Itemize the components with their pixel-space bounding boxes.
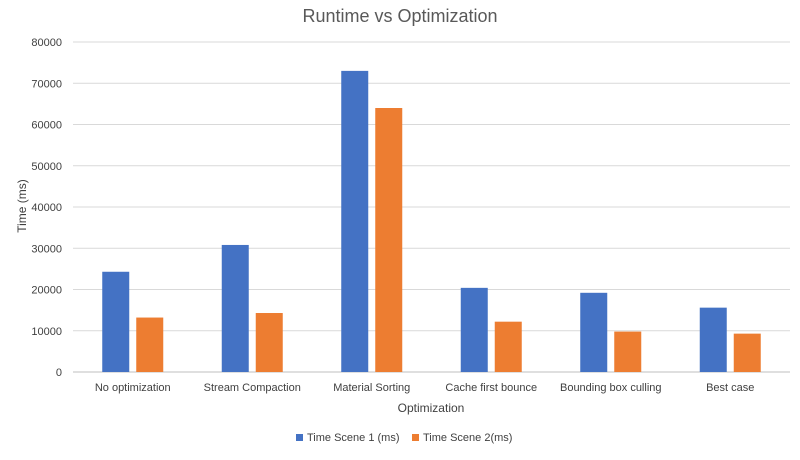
x-axis-ticks: No optimization Stream Compaction Material… — [95, 382, 755, 394]
y-tick-label: 30000 — [31, 243, 62, 255]
x-axis-title: Optimization — [398, 401, 465, 415]
bar-1-6 — [700, 308, 727, 372]
legend-label: Time Scene 2(ms) — [423, 432, 512, 444]
y-tick-label: 40000 — [31, 202, 62, 214]
x-tick-label: Cache first bounce — [445, 382, 537, 394]
x-tick-label: Bounding box culling — [560, 382, 662, 394]
x-tick-label: Material Sorting — [333, 382, 410, 394]
bar-2-4 — [495, 322, 522, 372]
legend-label: Time Scene 1 (ms) — [307, 432, 400, 444]
bar-2-6 — [734, 334, 761, 372]
bar-1-2 — [222, 245, 249, 372]
y-tick-label: 70000 — [31, 78, 62, 90]
y-tick-label: 50000 — [31, 161, 62, 173]
y-tick-label: 0 — [56, 367, 62, 379]
x-tick-label: No optimization — [95, 382, 171, 394]
x-tick-label: Best case — [706, 382, 754, 394]
legend-swatch — [296, 434, 303, 441]
gridlines — [73, 42, 790, 372]
bar-1-5 — [580, 293, 607, 372]
y-tick-label: 60000 — [31, 120, 62, 132]
bar-1-3 — [341, 71, 368, 372]
bar-2-3 — [375, 108, 402, 372]
chart-title: Runtime vs Optimization — [302, 6, 497, 26]
bar-2-5 — [614, 332, 641, 372]
bar-1-1 — [102, 272, 129, 372]
x-tick-label: Stream Compaction — [204, 382, 301, 394]
legend-swatch — [412, 434, 419, 441]
bar-2-1 — [136, 318, 163, 372]
y-axis-title: Time (ms) — [15, 179, 29, 233]
bars — [102, 71, 761, 372]
bar-2-2 — [256, 313, 283, 372]
y-tick-label: 20000 — [31, 285, 62, 297]
y-tick-label: 10000 — [31, 326, 62, 338]
legend: Time Scene 1 (ms) Time Scene 2(ms) — [296, 432, 512, 444]
y-tick-label: 80000 — [31, 37, 62, 49]
bar-1-4 — [461, 288, 488, 372]
y-axis-ticks: 0 10000 20000 30000 40000 50000 60000 70000 8000… — [31, 37, 62, 379]
